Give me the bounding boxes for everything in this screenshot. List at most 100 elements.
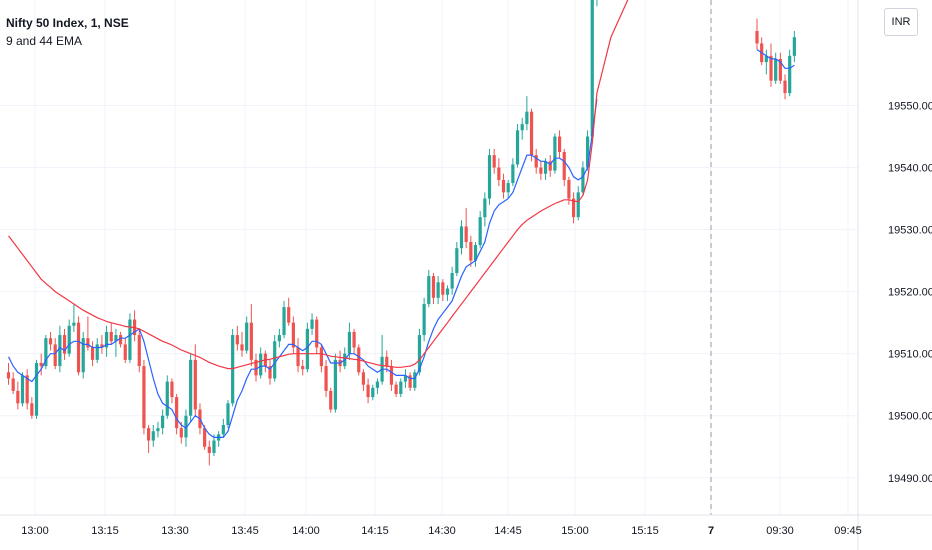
- candle-body: [245, 322, 249, 351]
- candles: [6, 0, 796, 466]
- candle-body: [142, 366, 146, 429]
- time-tick-label: 7: [708, 525, 714, 537]
- candle-body: [366, 384, 370, 398]
- candle-body: [361, 372, 366, 385]
- candle-body: [30, 403, 34, 416]
- price-tick-label: 19520.00: [888, 287, 932, 299]
- candle-body: [193, 359, 197, 410]
- time-tick-label: 15:00: [561, 525, 589, 537]
- candle-body: [147, 428, 151, 441]
- candle-body: [792, 37, 796, 56]
- candle-body: [436, 282, 440, 298]
- candle-body: [408, 375, 412, 388]
- candle-body: [520, 124, 524, 131]
- time-tick-label: 14:00: [292, 525, 320, 537]
- candle-body: [128, 319, 132, 360]
- price-tick-label: 19550.00: [888, 100, 932, 112]
- candle-body: [184, 415, 188, 438]
- candle-body: [315, 319, 319, 348]
- candle-body: [235, 335, 239, 345]
- candle-body: [501, 179, 506, 193]
- time-tick-label: 09:45: [834, 525, 862, 537]
- indicator-label[interactable]: 9 and 44 EMA: [6, 34, 83, 48]
- candle-body: [525, 111, 529, 125]
- candle-body: [539, 167, 543, 174]
- time-tick-label: 14:45: [494, 525, 522, 537]
- candle-body: [11, 378, 15, 391]
- candle-body: [403, 375, 408, 382]
- candle-body: [778, 58, 782, 81]
- candle-body: [755, 31, 759, 44]
- candle-body: [371, 387, 375, 398]
- chart-legend: Nifty 50 Index, 1, NSE 9 and 44 EMA: [6, 14, 129, 50]
- candle-body: [497, 167, 501, 180]
- candle-body: [329, 390, 333, 410]
- candle-body: [165, 381, 169, 416]
- candle-body: [86, 338, 90, 348]
- candle-body: [469, 241, 473, 261]
- candle-body: [118, 335, 123, 345]
- candle-body: [72, 322, 76, 326]
- candle-body: [212, 440, 216, 453]
- candle-body: [67, 325, 71, 354]
- candle-body: [310, 319, 314, 329]
- candle-body: [324, 366, 328, 391]
- candle-body: [319, 347, 323, 367]
- candle-body: [305, 328, 309, 370]
- candle-body: [203, 428, 207, 447]
- price-tick-label: 19540.00: [888, 163, 932, 175]
- candle-body: [109, 331, 113, 342]
- candle-body: [445, 288, 450, 295]
- currency-button[interactable]: INR: [884, 8, 918, 36]
- candle-body: [48, 338, 53, 345]
- ema-lines: [7, 0, 795, 438]
- time-tick-label: 14:15: [361, 525, 389, 537]
- time-tick-label: 15:15: [631, 525, 659, 537]
- candle-body: [543, 161, 548, 174]
- candle-body: [39, 362, 43, 367]
- candle-body: [161, 415, 165, 429]
- candle-body: [385, 356, 389, 367]
- candle-body: [170, 381, 174, 398]
- candle-body: [333, 359, 337, 410]
- candle-body: [375, 381, 380, 388]
- time-tick-label: 09:30: [766, 525, 794, 537]
- candle-body: [394, 384, 398, 395]
- symbol-title[interactable]: Nifty 50 Index, 1, NSE: [6, 16, 129, 30]
- grid: [0, 0, 858, 515]
- ema-9-line: [7, 99, 598, 438]
- candle-body: [764, 55, 768, 63]
- candle-body: [441, 282, 445, 295]
- candle-body: [585, 136, 590, 168]
- candle-body: [114, 335, 118, 342]
- candle-body: [273, 341, 277, 379]
- candle-body: [20, 375, 25, 404]
- time-axis[interactable]: 13:00 13:15 13:30 13:45 14:00 14:15 14:30 14:45…: [0, 514, 932, 537]
- candle-body: [189, 359, 193, 416]
- candle-body: [347, 331, 352, 354]
- candle-body: [515, 130, 520, 165]
- price-tick-label: 19500.00: [888, 411, 932, 423]
- candle-body: [249, 322, 253, 360]
- candle-body: [34, 362, 39, 416]
- candle-body: [352, 331, 356, 348]
- candle-body: [483, 198, 487, 218]
- candle-body: [104, 331, 109, 348]
- candle-body: [553, 136, 557, 171]
- price-axis[interactable]: 19490.00 19500.00 19510.00 19520.00 19530.00…: [857, 0, 932, 550]
- candle-body: [123, 344, 127, 360]
- candle-body: [291, 322, 295, 348]
- candle-body: [487, 155, 492, 199]
- candle-body: [226, 403, 230, 426]
- candle-body: [240, 344, 244, 351]
- candle-body: [399, 381, 403, 395]
- candle-body: [478, 217, 482, 246]
- candle-body: [492, 155, 496, 168]
- candle-body: [259, 353, 263, 376]
- time-tick-label: 14:30: [428, 525, 456, 537]
- candle-body: [774, 58, 778, 81]
- candle-body: [287, 307, 291, 323]
- ema-9-line-session-2: [756, 49, 795, 69]
- ema-44-line: [8, 0, 629, 370]
